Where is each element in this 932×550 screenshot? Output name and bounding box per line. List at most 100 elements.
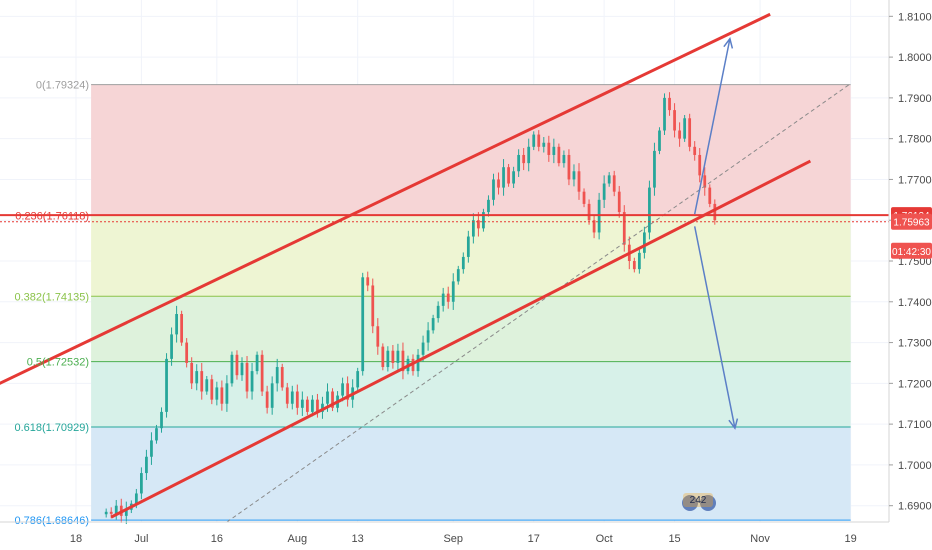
candle-body-63 — [421, 342, 425, 355]
arrow-shaft-0 — [693, 38, 731, 215]
candle-body-30 — [255, 354, 259, 372]
candle-body-4 — [124, 509, 128, 516]
candle-body-24 — [225, 383, 229, 404]
candle-body-50 — [356, 371, 360, 388]
candle-body-89 — [552, 146, 556, 155]
candle-body-75 — [482, 212, 485, 229]
candle-body-65 — [431, 318, 435, 331]
candle-body-66 — [436, 305, 440, 319]
watermark-plate — [683, 493, 713, 507]
candle-body-55 — [381, 346, 385, 368]
candle-body-114 — [678, 130, 681, 139]
candle-body-71 — [461, 256, 465, 270]
candle-body-106 — [637, 252, 641, 270]
candle-body-45 — [331, 391, 334, 408]
candle-body-93 — [572, 171, 576, 180]
candle-body-87 — [542, 142, 546, 147]
time-axis[interactable]: 18 Jul 16 Aug 13 Sep 17 Oct 15 Nov 19 — [70, 533, 857, 545]
y-tick-label-10: 1.71000 — [898, 419, 932, 431]
candle-body-39 — [300, 399, 304, 408]
candle-body-59 — [401, 350, 405, 372]
candle-body-1 — [109, 511, 113, 514]
candle-body-28 — [245, 362, 249, 392]
candle-body-84 — [527, 146, 531, 164]
candle-body-29 — [250, 371, 254, 392]
candle-body-97 — [592, 220, 596, 233]
candle-body-96 — [587, 203, 591, 221]
candle-body-101 — [612, 175, 616, 192]
candle-body-8 — [145, 456, 148, 474]
candle-body-37 — [290, 391, 294, 404]
candle-body-110 — [658, 130, 661, 151]
candle-body-43 — [321, 403, 324, 412]
x-tick-label-4: 13 — [352, 533, 364, 545]
channel-upper-line — [0, 12, 771, 385]
price-tag-label-2: 01:42:30 — [892, 247, 931, 258]
candle-body-83 — [522, 154, 526, 164]
candle-body-56 — [386, 350, 390, 368]
candle-body-17 — [190, 362, 194, 384]
x-tick-label-3: Aug — [288, 533, 308, 545]
candle-body-15 — [180, 314, 184, 343]
candle-body-99 — [602, 183, 606, 200]
candle-body-26 — [235, 354, 239, 376]
candle-body-81 — [512, 171, 515, 184]
projection-arrows[interactable] — [693, 37, 739, 430]
x-tick-label-9: Nov — [750, 533, 770, 545]
y-tick-label-3: 1.78000 — [898, 134, 932, 146]
candle-body-94 — [577, 171, 581, 192]
fib-zone-2 — [91, 296, 851, 362]
channel-lower-line — [110, 159, 812, 519]
y-tick-label-9: 1.72000 — [898, 378, 932, 390]
price-channel[interactable] — [0, 12, 889, 523]
y-tick-label-4: 1.77000 — [898, 174, 932, 186]
x-tick-label-0: 18 — [70, 533, 82, 545]
watermark-circle-right — [700, 495, 716, 511]
fib-label-0: 0(1.79324) — [36, 80, 89, 92]
candle-body-51 — [361, 277, 365, 372]
fibonacci-labels: 0(1.79324) 0.236(1.76118) 0.382(1.74135) 0.… — [14, 80, 89, 527]
candle-body-92 — [567, 154, 571, 180]
candle-body-11 — [160, 411, 163, 429]
candle-body-42 — [316, 399, 319, 412]
candle-body-108 — [648, 187, 651, 233]
candle-body-64 — [426, 330, 430, 343]
candle-body-91 — [562, 154, 566, 164]
candle-body-100 — [607, 175, 611, 184]
candle-body-90 — [557, 146, 561, 164]
fib-zone-0 — [91, 84, 851, 216]
candle-body-78 — [497, 179, 500, 188]
trend-line-dashed — [226, 83, 851, 523]
candle-body-107 — [643, 232, 646, 253]
x-tick-label-1: Jul — [134, 533, 148, 545]
candle-body-14 — [175, 314, 178, 335]
candle-body-86 — [537, 134, 541, 147]
candle-body-19 — [200, 371, 204, 392]
candle-body-13 — [170, 334, 173, 359]
fib-label-2: 0.382(1.74135) — [14, 291, 89, 303]
candle-body-54 — [376, 326, 380, 347]
candle-body-111 — [663, 97, 666, 131]
candle-body-47 — [341, 383, 344, 396]
candle-body-76 — [487, 199, 490, 213]
candle-body-79 — [502, 167, 505, 188]
candle-body-74 — [477, 220, 480, 229]
y-tick-label-1: 1.80000 — [898, 52, 932, 64]
candle-body-22 — [215, 387, 219, 400]
candle-body-95 — [582, 191, 586, 204]
candle-body-109 — [653, 150, 656, 188]
candle-body-21 — [210, 379, 214, 400]
candle-body-52 — [366, 277, 370, 286]
y-tick-label-2: 1.79000 — [898, 93, 932, 105]
candle-body-117 — [693, 146, 697, 155]
y-tick-label-7: 1.74000 — [898, 297, 932, 309]
candle-body-57 — [391, 350, 395, 363]
candle-body-27 — [240, 362, 244, 376]
watermark-text: 242 — [690, 495, 707, 506]
candle-body-121 — [713, 203, 717, 221]
candle-body-67 — [441, 293, 445, 306]
x-tick-label-8: 15 — [668, 533, 680, 545]
candle-body-36 — [285, 387, 289, 404]
